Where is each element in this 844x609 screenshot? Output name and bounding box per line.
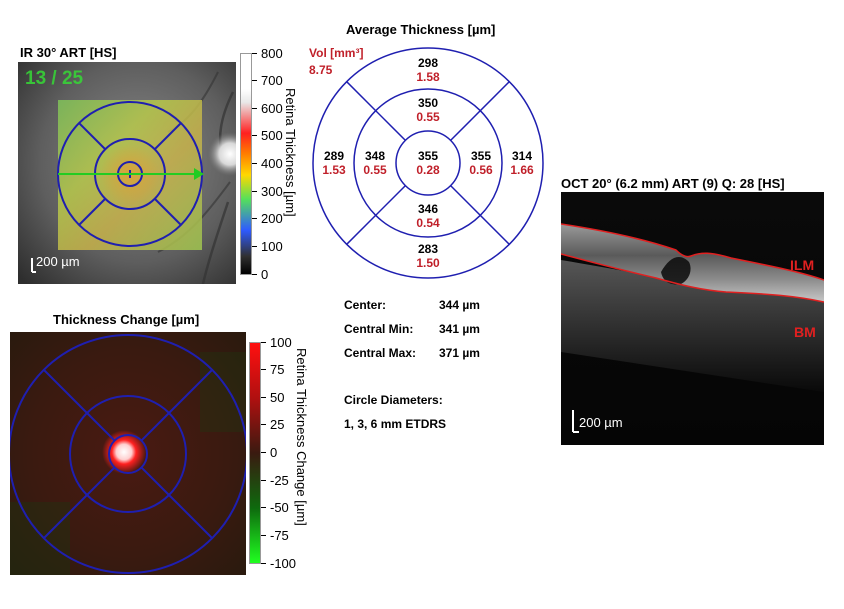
volume-label: Vol [mm³] [309,46,364,60]
change-colorbar [249,342,261,564]
ir-scale-label: 200 µm [36,254,80,269]
sector-volume: 0.55 [363,163,387,177]
thickness-colorbar-ticks [252,53,257,275]
bm-label: BM [794,324,816,340]
thickness-colorbar-label: Retina Thickness [µm] [283,88,298,217]
sector-thickness: 350 [417,96,439,110]
change-tick: -75 [270,528,289,543]
etdrs-grid[interactable] [310,45,546,281]
central-max-label: Central Max: [344,346,417,360]
sector-volume: 0.54 [416,216,440,230]
circle-diameters-label: Circle Diameters: [344,393,443,407]
sector-thickness: 298 [417,56,439,70]
sector-volume: 1.50 [416,256,440,270]
sector-volume: 1.66 [510,163,534,177]
frame-counter: 13 / 25 [25,68,84,89]
sector-thickness: 346 [417,202,439,216]
thickness-tick: 500 [261,128,283,143]
sector-volume: 0.56 [469,163,493,177]
sector-inner-right: 355 0.56 [457,149,505,177]
central-min-value: 341 µm [439,322,480,336]
central-min-label: Central Min: [344,322,414,336]
change-tick: -50 [270,500,289,515]
sector-thickness: 283 [417,242,439,256]
sector-volume: 1.53 [322,163,346,177]
sector-thickness: 355 [417,149,439,163]
sector-volume: 1.58 [416,70,440,84]
change-tick: 0 [270,445,278,460]
sector-outer-inferior: 283 1.50 [404,242,452,270]
sector-volume: 0.28 [416,163,440,177]
sector-outer-right: 314 1.66 [498,149,546,177]
oct-bscan-image[interactable] [560,192,825,445]
ir-panel-title: IR 30° ART [HS] [20,45,117,60]
thickness-tick: 100 [261,239,283,254]
thickness-tick: 200 [261,211,283,226]
thickness-tick: 400 [261,156,283,171]
center-value: 344 µm [439,298,480,312]
thickness-tick: 700 [261,73,283,88]
sector-outer-left: 289 1.53 [310,149,358,177]
thickness-tick: 600 [261,101,283,116]
sector-thickness: 348 [364,149,386,163]
change-panel-title: Thickness Change [µm] [53,312,200,327]
thickness-tick: 0 [261,267,269,282]
thickness-colorbar [240,53,252,275]
change-tick: 25 [270,417,285,432]
ilm-label: ILM [790,257,815,273]
thickness-change-map[interactable] [8,332,248,575]
sector-outer-superior: 298 1.58 [404,56,452,84]
thickness-tick: 800 [261,46,283,61]
sector-center: 355 0.28 [404,149,452,177]
sector-inner-superior: 350 0.55 [404,96,452,124]
total-volume: 8.75 [309,63,333,77]
sector-thickness: 314 [511,149,533,163]
oct-panel-title: OCT 20° (6.2 mm) ART (9) Q: 28 [HS] [561,176,785,191]
ir-fundus-image[interactable] [18,62,252,285]
sector-volume: 0.55 [416,110,440,124]
change-tick: 75 [270,362,285,377]
change-tick: 100 [270,335,292,350]
oct-scale-label: 200 µm [579,415,623,430]
etdrs-title: Average Thickness [µm] [346,22,496,37]
circle-diameters-value: 1, 3, 6 mm ETDRS [344,417,447,431]
change-tick: -25 [270,473,289,488]
change-colorbar-label: Retina Thickness Change [µm] [294,348,309,526]
change-tick: -100 [270,556,297,571]
change-tick: 50 [270,390,285,405]
change-colorbar-ticks [261,342,266,564]
central-max-value: 371 µm [439,346,480,360]
sector-thickness: 289 [323,149,345,163]
thickness-tick: 300 [261,184,283,199]
sector-inner-left: 348 0.55 [351,149,399,177]
sector-thickness: 355 [470,149,492,163]
center-label: Center: [344,298,387,312]
sector-inner-inferior: 346 0.54 [404,202,452,230]
